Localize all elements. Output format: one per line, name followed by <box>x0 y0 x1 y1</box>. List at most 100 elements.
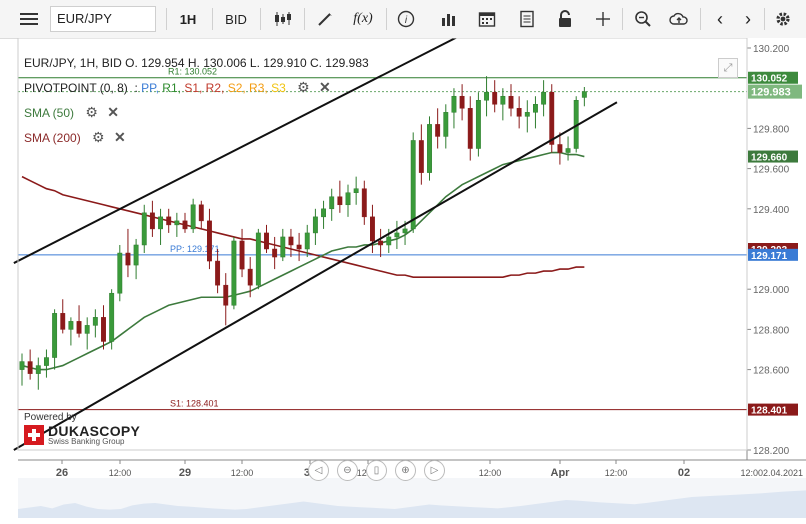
crosshair-icon[interactable] <box>588 6 618 32</box>
zoom-out-icon[interactable]: ⊖ <box>337 460 358 481</box>
zoom-icon[interactable] <box>628 6 658 32</box>
bar-chart-icon[interactable] <box>434 6 464 32</box>
candle-body <box>516 108 522 117</box>
candle-body <box>418 140 424 173</box>
trendline-upper-channel[interactable] <box>13 12 504 264</box>
sma200-line <box>21 175 585 278</box>
pivot-legend: PIVOTPOINT (0, 8) : PP, R1, S1, R2, S2, … <box>24 79 331 96</box>
swiss-cross-icon <box>24 425 44 445</box>
candle-body <box>378 240 384 246</box>
candle-body <box>492 91 498 105</box>
pivot-legend-items: PP, R1, S1, R2, S2, R3, S3 <box>141 81 286 95</box>
candle-body <box>312 216 318 234</box>
y-tick-label: 129.600 <box>753 165 790 176</box>
candle-body <box>190 204 196 230</box>
candle-body <box>475 100 481 149</box>
price-type-button[interactable]: BID <box>225 11 247 27</box>
plot-border <box>17 37 748 451</box>
brand-name: DUKASCOPY <box>48 423 141 439</box>
candle-body <box>353 188 359 193</box>
sma200-remove-icon[interactable]: ✕ <box>113 129 126 145</box>
candle-body <box>280 236 286 258</box>
candle-body <box>84 325 90 334</box>
sma50-label: SMA (50) <box>24 106 75 120</box>
pivot-settings-icon[interactable]: ⚙ <box>297 79 310 95</box>
candle-body <box>524 112 530 117</box>
candle-body <box>223 284 229 306</box>
lock-icon[interactable] <box>550 6 580 32</box>
pivot-label-pp: PP: 129.171 <box>170 244 220 254</box>
sma50-settings-icon[interactable]: ⚙ <box>85 104 98 120</box>
hamburger-menu-icon[interactable] <box>14 6 44 32</box>
candle-body <box>304 232 310 250</box>
price-chart[interactable]: 130.200 129.800 129.600 129.400 129.000 128.8… <box>0 12 806 519</box>
sma200-settings-icon[interactable]: ⚙ <box>92 129 105 145</box>
candle-body <box>19 361 25 370</box>
pan-left-icon[interactable]: ◁ <box>308 460 329 481</box>
pivot-item-pp: PP, <box>141 81 159 95</box>
pan-right-icon[interactable]: ▷ <box>424 460 445 481</box>
scroll-left-icon[interactable]: ‹ <box>717 8 723 29</box>
candle-body <box>427 124 432 173</box>
navigator-area <box>18 490 806 518</box>
candle-body <box>508 95 514 109</box>
x-tick-label: 12:00 <box>479 468 502 478</box>
timeframe-button[interactable]: 1H <box>179 11 197 27</box>
candle-body <box>255 232 261 286</box>
candle-body <box>149 212 155 230</box>
pivot-label-s1: S1: 128.401 <box>170 399 219 409</box>
zoom-in-icon[interactable]: ⊕ <box>395 460 416 481</box>
sma50-remove-icon[interactable]: ✕ <box>107 104 119 120</box>
candlestick-type-icon[interactable] <box>266 6 300 32</box>
symbol-selector[interactable]: EUR/JPY <box>50 6 156 32</box>
candle-body <box>321 208 327 218</box>
y-tick-label: 130.200 <box>753 44 790 55</box>
candle-body <box>370 216 375 242</box>
candle-body <box>68 321 74 330</box>
pivot-remove-icon[interactable]: ✕ <box>319 79 331 95</box>
price-tag-label: 129.660 <box>751 153 788 164</box>
pivot-item-r1: R1, <box>158 81 181 95</box>
candle-body <box>101 317 106 342</box>
pivot-item-r3: R3, <box>245 81 268 95</box>
candle-body <box>174 220 180 226</box>
branding-text-block: DUKASCOPY Swiss Banking Group <box>48 424 140 446</box>
settings-gear-icon[interactable] <box>768 6 798 32</box>
candle-body <box>247 268 253 286</box>
document-icon[interactable] <box>512 6 542 32</box>
sma200-legend: SMA (200) ⚙ ✕ <box>24 129 126 146</box>
branding-row: DUKASCOPY Swiss Banking Group <box>24 424 140 446</box>
chart-area[interactable]: 130.200 129.800 129.600 129.400 129.000 128.8… <box>0 12 806 519</box>
candle-body <box>198 204 204 222</box>
fit-view-icon[interactable]: ▯ <box>366 460 387 481</box>
chart-navigation: ◁ ⊖ ▯ ⊕ ▷ <box>308 460 445 481</box>
candle-body <box>435 124 441 137</box>
scroll-right-icon[interactable]: › <box>745 8 751 29</box>
pivot-item-s1: S1, <box>180 81 203 95</box>
candle-body <box>60 313 66 330</box>
candle-body <box>581 91 587 98</box>
candle-body <box>443 112 449 137</box>
last-price-tag <box>748 84 802 99</box>
candle-body <box>133 244 139 266</box>
indicators-fx-icon[interactable]: f(x) <box>353 11 373 26</box>
candle-body <box>141 212 147 246</box>
info-icon[interactable]: i <box>392 6 420 32</box>
candle-body <box>337 196 343 206</box>
price-tag-label: 128.401 <box>751 406 788 417</box>
branding: Powered by DUKASCOPY Swiss Banking Group <box>24 412 140 446</box>
calendar-icon[interactable] <box>472 6 502 32</box>
candle-body <box>27 361 33 374</box>
candle-body <box>402 228 408 234</box>
pivot-label-r1: R1: 130.052 <box>168 67 217 77</box>
candle-body <box>467 108 473 149</box>
price-tag-label: 130.052 <box>751 74 788 85</box>
candle-body <box>451 95 457 113</box>
draw-tool-icon[interactable] <box>310 6 340 32</box>
candle-body <box>296 244 302 250</box>
cloud-upload-icon[interactable] <box>664 6 694 32</box>
trendline-lower-channel[interactable] <box>13 101 618 451</box>
candle-body <box>557 144 563 153</box>
candle-body <box>329 196 335 210</box>
expand-icon[interactable]: ⤢ <box>718 58 738 78</box>
